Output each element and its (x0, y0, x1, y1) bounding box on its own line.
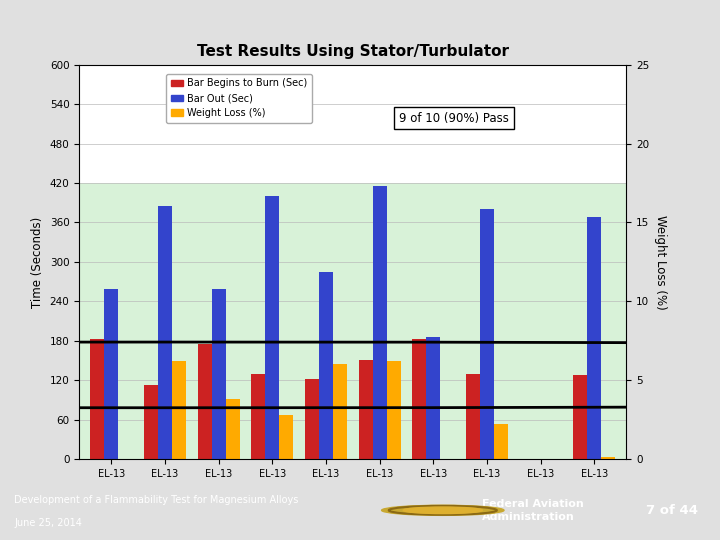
Circle shape (403, 507, 482, 514)
Bar (79, 183, 626, 459)
Bar (198, 344, 212, 459)
Bar (225, 399, 240, 459)
Bar (387, 361, 400, 459)
Bar (413, 340, 426, 459)
Title: Test Results Using Stator/Turbulator: Test Results Using Stator/Turbulator (197, 44, 509, 59)
Text: 7 of 44: 7 of 44 (647, 504, 698, 517)
Bar (494, 424, 508, 459)
Bar (426, 338, 440, 459)
Bar (319, 272, 333, 459)
Circle shape (382, 505, 504, 515)
Bar (279, 415, 293, 459)
Bar (305, 379, 319, 459)
Bar (588, 217, 601, 459)
Bar (251, 374, 266, 459)
Bar (333, 364, 347, 459)
Bar (104, 289, 118, 459)
Bar (158, 206, 172, 459)
Bar (480, 210, 494, 459)
Bar (373, 186, 387, 459)
Text: Development of a Flammability Test for Magnesium Alloys: Development of a Flammability Test for M… (14, 495, 299, 504)
Bar (144, 385, 158, 459)
Y-axis label: Time (Seconds): Time (Seconds) (31, 217, 44, 307)
Text: 9 of 10 (90%) Pass: 9 of 10 (90%) Pass (399, 112, 509, 125)
Bar (266, 196, 279, 459)
Y-axis label: Weight Loss (%): Weight Loss (%) (654, 214, 667, 309)
Bar (573, 375, 588, 459)
Bar (172, 361, 186, 459)
Text: June 25, 2014: June 25, 2014 (14, 518, 82, 528)
Bar (601, 457, 615, 459)
Legend: Bar Begins to Burn (Sec), Bar Out (Sec), Weight Loss (%): Bar Begins to Burn (Sec), Bar Out (Sec),… (166, 73, 312, 123)
Bar (359, 361, 373, 459)
Bar (91, 340, 104, 459)
Bar (466, 374, 480, 459)
Bar (212, 289, 225, 459)
Text: Federal Aviation
Administration: Federal Aviation Administration (482, 499, 584, 522)
